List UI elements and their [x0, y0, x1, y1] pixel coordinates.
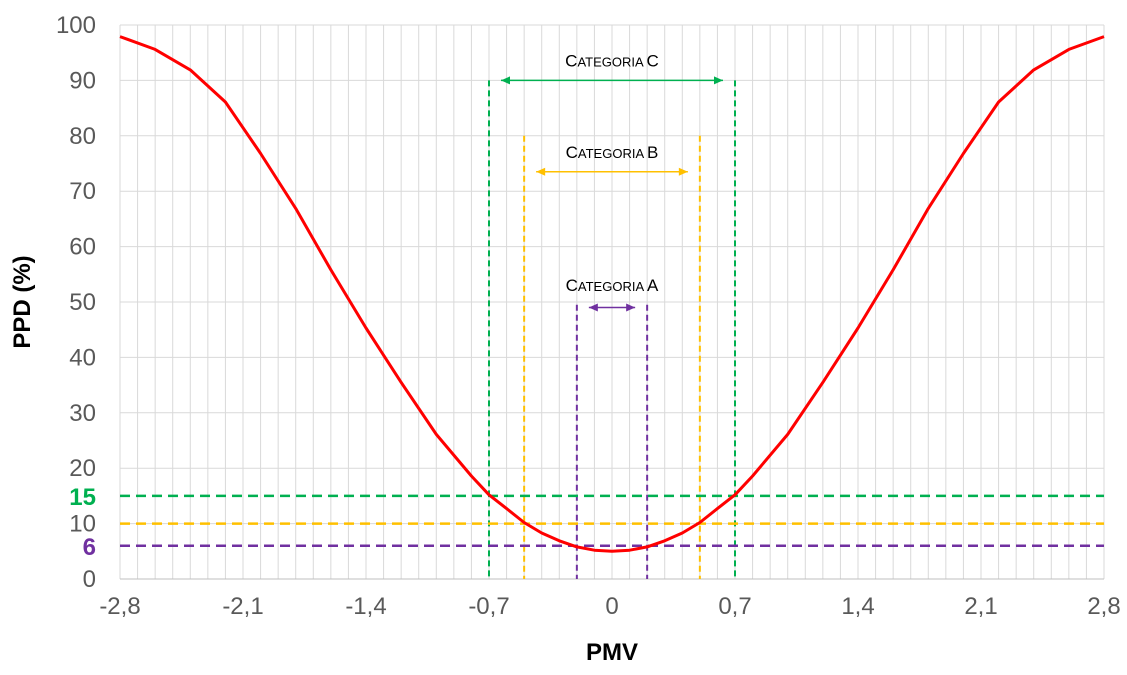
y-tick-label: 60	[69, 234, 96, 261]
category-a-label: CATEGORIA A	[566, 276, 659, 295]
x-tick-label: 2,8	[1087, 593, 1120, 620]
threshold-lines	[120, 494, 1104, 548]
gridlines	[119, 24, 1105, 580]
x-tick-label: -0,7	[468, 593, 509, 620]
y-axis-title: PPD (%)	[9, 255, 36, 348]
y-tick-label: 40	[69, 344, 96, 371]
arrowhead-right	[626, 303, 636, 312]
x-tick-label: 1,4	[841, 593, 874, 620]
y-tick-label: 20	[69, 455, 96, 482]
x-axis-title: PMV	[586, 639, 638, 666]
ppd-curve-series	[119, 35, 1105, 553]
category-b-label: CATEGORIA B	[566, 143, 659, 162]
arrowhead-right	[714, 76, 723, 85]
y-tick-label: 0	[83, 566, 96, 593]
y-tick-label: 90	[69, 67, 96, 94]
ppd-curve	[119, 35, 1105, 553]
y-tick-label: 10	[69, 511, 96, 538]
x-tick-label: -1,4	[345, 593, 386, 620]
y-tick-label: 100	[56, 12, 96, 39]
arrowhead-left	[588, 303, 598, 312]
arrowhead-right	[678, 167, 688, 176]
threshold-labels: 15 6	[69, 484, 96, 561]
category-c-label: CATEGORIA C	[565, 52, 659, 71]
threshold-label-15: 15	[69, 484, 96, 511]
category-arrows: CATEGORIA C CATEGORIA B CATEGORIA A	[501, 52, 723, 312]
y-tick-label: 70	[69, 178, 96, 205]
y-tick-label: 30	[69, 400, 96, 427]
x-tick-label: 2,1	[964, 593, 997, 620]
x-tick-label: -2,8	[99, 593, 140, 620]
y-axis-ticks: 0 10 20 30 40 50 60 70 80 90 100	[56, 12, 96, 593]
x-tick-label: 0,7	[718, 593, 751, 620]
arrowhead-left	[536, 167, 546, 176]
x-tick-label: -2,1	[222, 593, 263, 620]
x-axis-ticks: -2,8 -2,1 -1,4 -0,7 0 0,7 1,4 2,1 2,8	[99, 593, 1120, 620]
threshold-label-6: 6	[83, 534, 96, 561]
arrowhead-left	[501, 76, 510, 85]
y-tick-label: 50	[69, 289, 96, 316]
y-tick-label: 80	[69, 123, 96, 150]
x-tick-label: 0	[605, 593, 618, 620]
